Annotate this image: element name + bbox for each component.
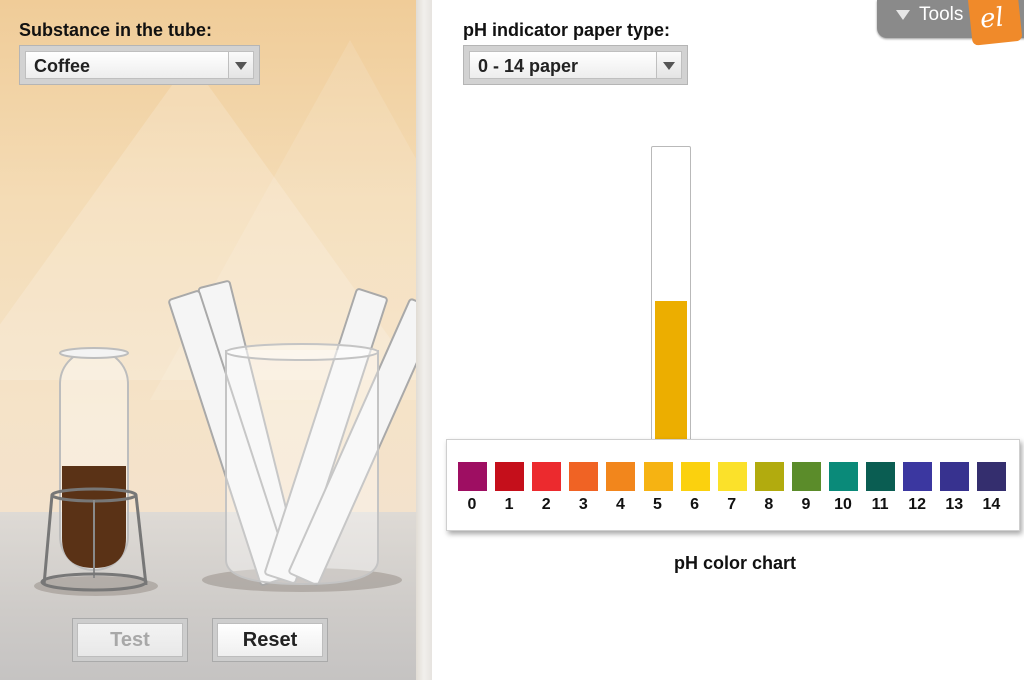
ph-chart-title: pH color chart	[673, 553, 797, 573]
lab-scene-panel: Substance in the tube: Coffee Test Reset	[0, 0, 416, 680]
test-button[interactable]: Test	[72, 618, 188, 662]
indicator-strip-beaker[interactable]	[0, 0, 416, 680]
chevron-down-icon[interactable]	[656, 52, 681, 78]
indicator-type-select[interactable]: 0 - 14 paper	[463, 45, 688, 85]
tools-label: Tools	[919, 4, 964, 25]
ph-swatch-label: 0	[467, 496, 477, 513]
reset-button-label: Reset	[217, 623, 323, 657]
indicator-selected-value: 0 - 14 paper	[478, 56, 579, 76]
ph-swatch-color	[643, 462, 673, 491]
substance-selected-value: Coffee	[34, 56, 91, 76]
ph-swatch-label: 6	[690, 496, 700, 513]
test-button-label: Test	[77, 623, 183, 657]
ph-swatch-color	[680, 462, 710, 491]
ph-swatch-label: 1	[504, 496, 514, 513]
ph-swatch-label: 7	[727, 496, 737, 513]
chevron-down-icon[interactable]	[228, 52, 253, 78]
ph-swatch-color	[940, 462, 970, 491]
ph-swatch-label: 12	[908, 496, 927, 513]
ph-color-chart: 0 1 2 3 4 5 6 7 8 9 10 11 12 13 14	[446, 439, 1020, 531]
ph-swatch-color	[866, 462, 896, 491]
ph-swatch-label: 14	[982, 496, 1001, 513]
ph-swatch-color	[606, 462, 636, 491]
explorelearning-logo[interactable]: el	[968, 0, 1023, 46]
ph-swatch-label: 9	[801, 496, 811, 513]
ph-swatch-color	[495, 462, 525, 491]
tested-indicator-strip	[651, 146, 691, 456]
ph-swatch-label: 11	[871, 496, 889, 513]
ph-swatch-color	[977, 462, 1007, 491]
indicator-paper-strip	[168, 280, 416, 586]
ph-swatch-label: 8	[764, 496, 774, 513]
ph-swatch-label: 10	[834, 496, 852, 513]
ph-swatch-color	[569, 462, 599, 491]
substance-select[interactable]: Coffee	[19, 45, 260, 85]
test-tube-stand[interactable]	[0, 0, 416, 680]
ph-swatch-color	[532, 462, 562, 491]
ph-swatch-label: 13	[945, 496, 964, 513]
panel-divider	[416, 0, 432, 680]
ph-swatch-label: 3	[578, 496, 588, 513]
ph-swatch-color	[791, 462, 821, 491]
strip-color-fill	[655, 301, 687, 452]
ph-swatch-color	[829, 462, 858, 491]
indicator-type-label: pH indicator paper type:	[463, 20, 671, 40]
ph-swatch-color	[458, 462, 487, 491]
ph-swatch-color	[717, 462, 747, 491]
triangle-down-icon	[896, 10, 910, 20]
ph-swatch-label: 5	[653, 496, 662, 513]
ph-swatch-color	[903, 462, 933, 491]
logo-text: el	[978, 2, 1006, 35]
ph-swatch-color	[754, 462, 784, 491]
substance-label: Substance in the tube:	[19, 20, 213, 40]
ph-swatch-label: 4	[615, 496, 625, 513]
reset-button[interactable]: Reset	[212, 618, 328, 662]
ph-swatch-label: 2	[541, 496, 551, 513]
